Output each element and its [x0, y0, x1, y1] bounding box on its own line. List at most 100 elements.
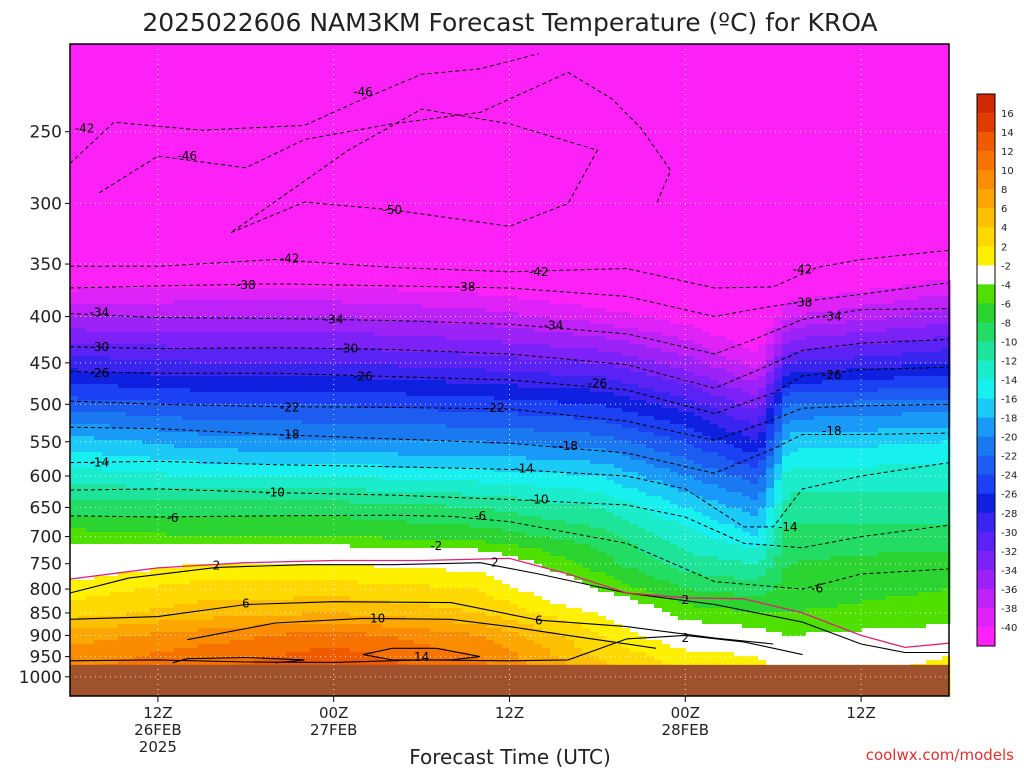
field-cell [198, 524, 207, 529]
field-cell [398, 424, 407, 429]
field-cell [326, 372, 335, 377]
field-cell [310, 508, 319, 513]
field-cell [174, 588, 183, 593]
field-cell [310, 548, 319, 553]
field-cell [350, 384, 359, 389]
field-cell [398, 412, 407, 417]
field-cell [158, 476, 167, 481]
field-cell [174, 516, 183, 521]
field-cell [398, 516, 407, 521]
field-cell [102, 568, 111, 573]
field-cell [350, 348, 359, 353]
field-cell [278, 540, 287, 545]
field-cell [206, 428, 215, 433]
field-cell [110, 488, 119, 493]
field-cell [70, 532, 79, 537]
field-cell [342, 604, 351, 609]
field-cell [398, 304, 407, 309]
field-cell [326, 544, 335, 549]
field-cell [414, 488, 423, 493]
field-cell [206, 460, 215, 465]
field-cell [374, 332, 383, 337]
field-cell [358, 552, 367, 557]
field-cell [222, 452, 231, 457]
field-cell [350, 444, 359, 449]
field-cell [246, 500, 255, 505]
field-cell [174, 316, 183, 321]
field-cell [86, 384, 95, 389]
field-cell [166, 420, 175, 425]
field-cell [350, 520, 359, 525]
field-cell [70, 536, 79, 541]
field-cell [118, 620, 127, 625]
field-cell [214, 308, 223, 313]
field-cell [278, 616, 287, 621]
field-cell [406, 360, 415, 365]
field-cell [286, 544, 295, 549]
field-cell [294, 524, 303, 529]
field-cell [382, 624, 391, 629]
field-cell [326, 592, 335, 597]
field-cell [446, 316, 455, 321]
field-cell [262, 524, 271, 529]
field-cell [350, 500, 359, 505]
field-cell [454, 628, 463, 633]
field-cell [158, 420, 167, 425]
field-cell [222, 648, 231, 653]
field-cell [278, 432, 287, 437]
field-cell [454, 488, 463, 493]
field-cell [214, 544, 223, 549]
field-cell [366, 312, 375, 317]
field-cell [190, 496, 199, 501]
field-cell [286, 384, 295, 389]
field-cell [334, 384, 343, 389]
field-cell [182, 452, 191, 457]
field-cell [174, 300, 183, 305]
field-cell [214, 548, 223, 553]
field-cell [318, 516, 327, 521]
field-cell [206, 632, 215, 637]
field-cell [102, 536, 111, 541]
field-cell [374, 612, 383, 617]
field-cell [446, 344, 455, 349]
field-cell [118, 416, 127, 421]
field-cell [422, 540, 431, 545]
field-cell [358, 372, 367, 377]
field-cell [158, 548, 167, 553]
field-cell [166, 312, 175, 317]
field-cell [310, 580, 319, 585]
field-cell [358, 572, 367, 577]
field-cell [334, 300, 343, 305]
field-cell [246, 656, 255, 661]
field-cell [302, 504, 311, 509]
field-cell [94, 600, 103, 605]
field-cell [406, 428, 415, 433]
field-cell [342, 624, 351, 629]
field-cell [318, 348, 327, 353]
field-cell [262, 440, 271, 445]
field-cell [222, 340, 231, 345]
field-cell [110, 456, 119, 461]
field-cell [182, 644, 191, 649]
field-cell [206, 476, 215, 481]
field-cell [78, 292, 87, 297]
field-cell [214, 300, 223, 305]
field-cell [382, 476, 391, 481]
field-cell [438, 536, 447, 541]
field-cell [102, 564, 111, 569]
field-cell [430, 492, 439, 497]
field-cell [206, 608, 215, 613]
field-cell [374, 504, 383, 509]
field-cell [238, 620, 247, 625]
field-cell [142, 656, 151, 661]
field-cell [414, 592, 423, 597]
field-cell [206, 588, 215, 593]
field-cell [110, 328, 119, 333]
field-cell [118, 388, 127, 393]
field-cell [294, 296, 303, 301]
field-cell [150, 288, 159, 293]
field-cell [198, 348, 207, 353]
field-cell [350, 308, 359, 313]
field-cell [438, 352, 447, 357]
field-cell [118, 448, 127, 453]
